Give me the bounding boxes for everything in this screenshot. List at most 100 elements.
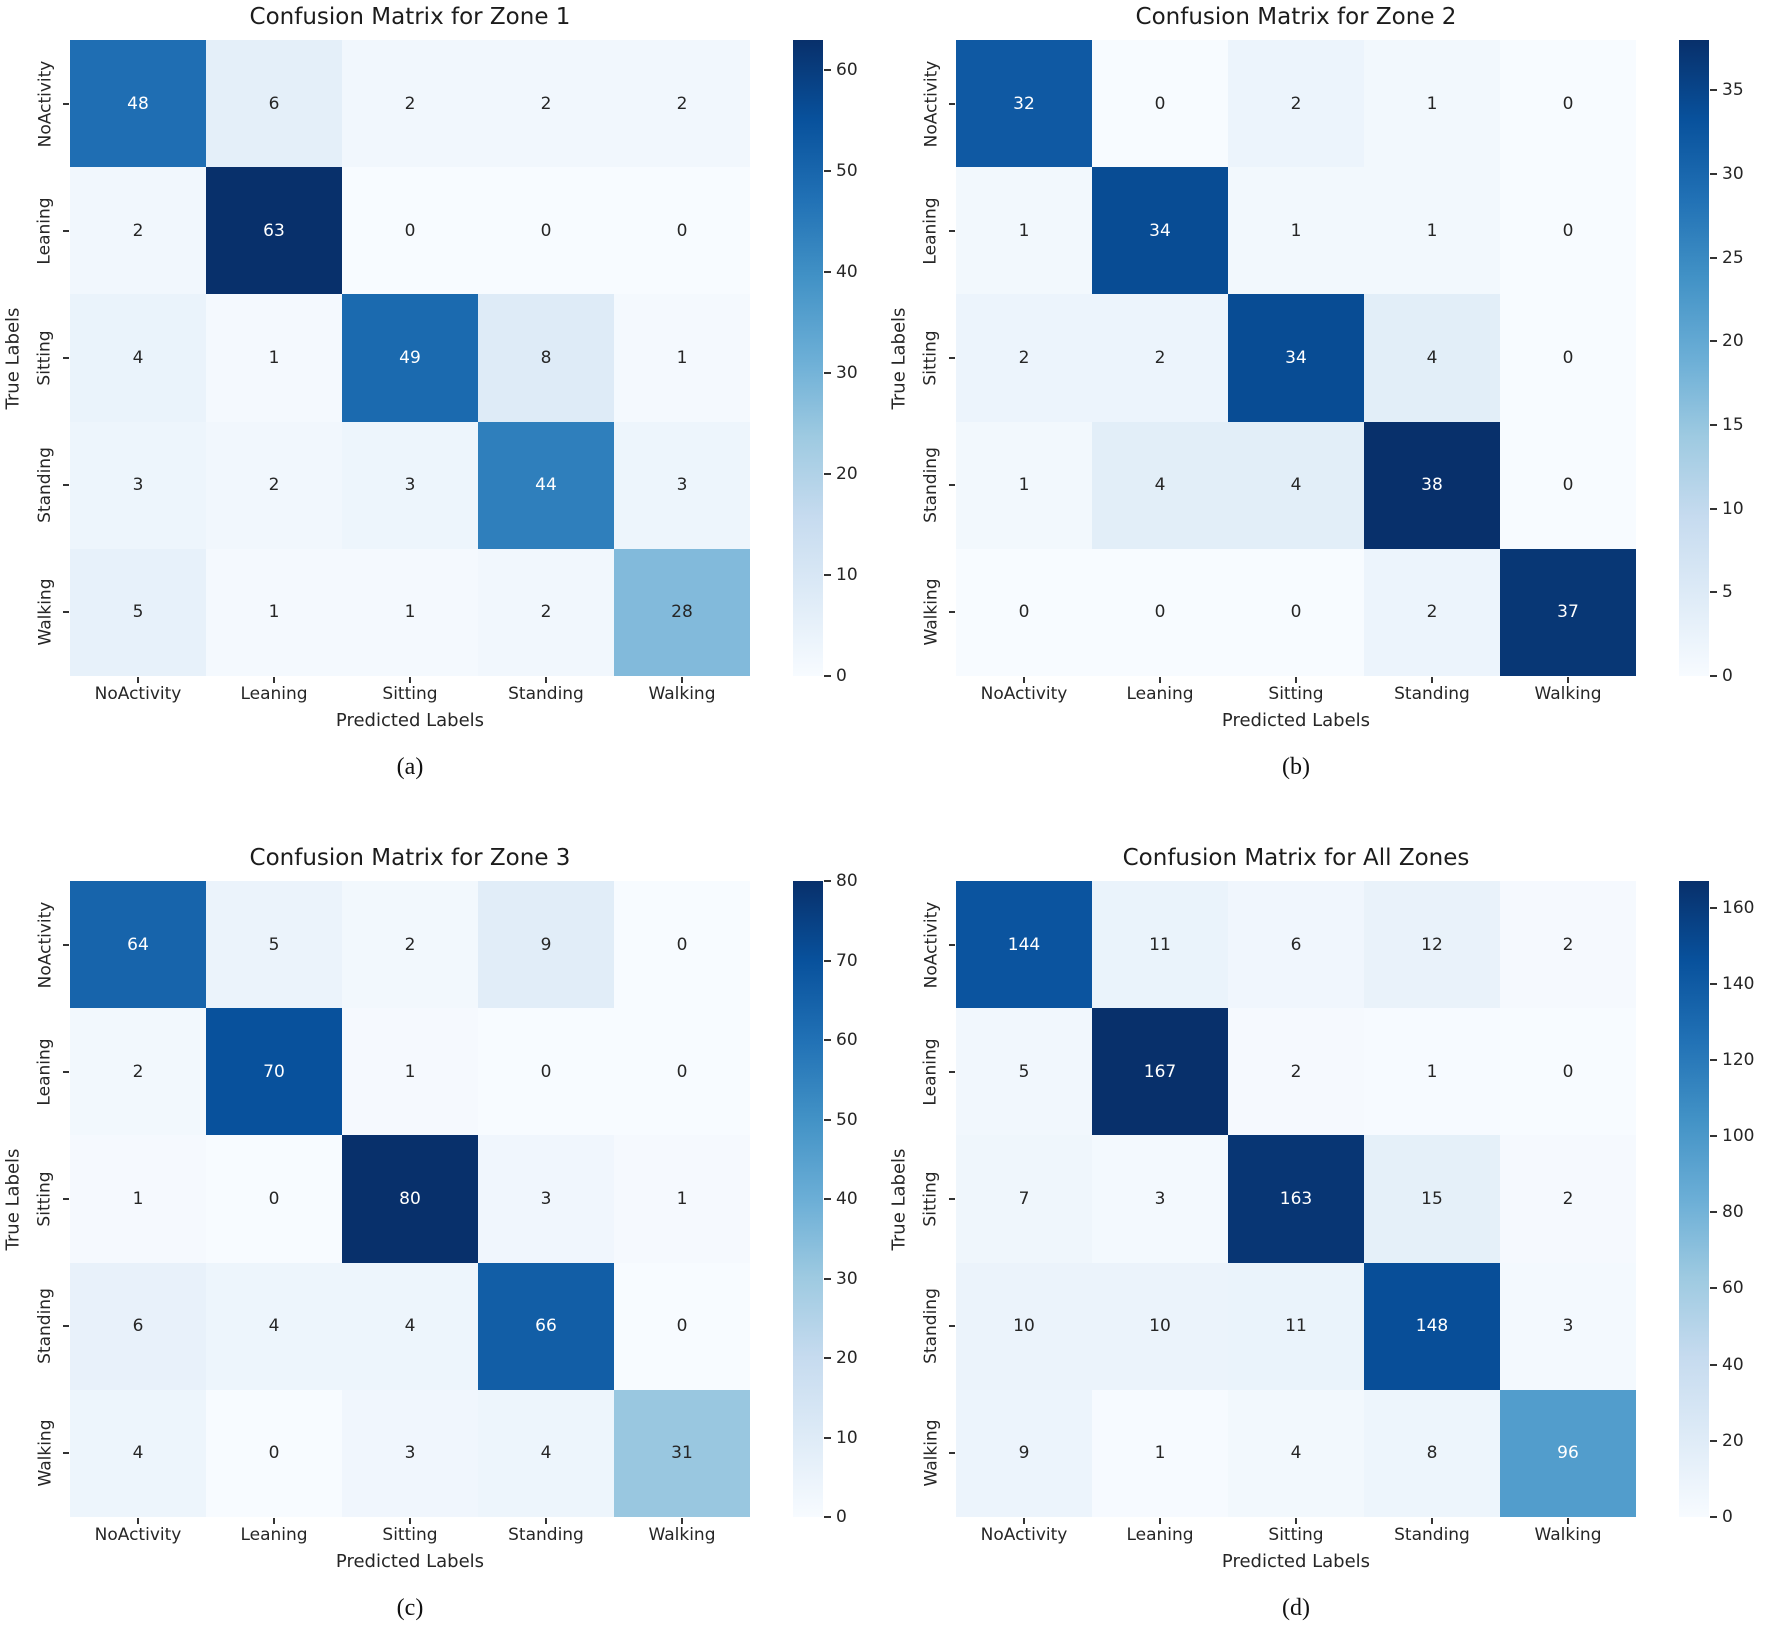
cell-value: 5 (1018, 1061, 1030, 1082)
chart-title: Confusion Matrix for Zone 1 (249, 4, 571, 30)
heatmap-cell: 148 (1364, 1262, 1500, 1390)
cell-value: 4 (540, 1443, 552, 1464)
colorbar-tick-mark (1710, 507, 1717, 510)
x-tick-mark (1295, 1518, 1297, 1524)
colorbar-tick-label: 40 (836, 1189, 858, 1209)
heatmap-cell: 10 (1092, 1262, 1228, 1390)
heatmap-cell: 70 (206, 1008, 342, 1136)
colorbar-tick-mark (1710, 591, 1717, 594)
y-tick-label: Walking (28, 549, 62, 676)
heatmap-cell: 38 (1364, 421, 1500, 549)
colorbar (1679, 40, 1709, 676)
y-tick-mark (63, 1325, 69, 1328)
cell-value: 4 (1290, 475, 1302, 496)
colorbar-tick-label: 35 (1722, 80, 1744, 101)
y-tick-mark (63, 1452, 69, 1455)
x-tick-mark (137, 677, 139, 683)
cell-value: 34 (1149, 220, 1171, 241)
heatmap-cell: 12 (1364, 881, 1500, 1009)
cell-value: 1 (268, 602, 280, 623)
heatmap-grid: 64 5 2 9 0 2 70 1 0 0 1 0 80 3 1 6 4 4 66 0 4 0 3 4 31 (70, 881, 750, 1517)
colorbar-tick-label: 60 (836, 1030, 858, 1050)
heatmap-cell: 163 (1228, 1135, 1364, 1263)
x-tick-mark (1431, 677, 1433, 683)
x-tick-mark (1159, 1518, 1161, 1524)
x-axis-label: Predicted Labels (1221, 710, 1371, 731)
colorbar-tick-mark (1710, 423, 1717, 426)
colorbar-tick-mark (1710, 340, 1717, 343)
y-tick-mark (949, 229, 955, 232)
cell-value: 1 (132, 1188, 144, 1209)
cell-value: 5 (268, 934, 280, 955)
colorbar-tick-mark (1710, 1211, 1717, 1214)
heatmap-cell: 1 (956, 421, 1092, 549)
heatmap-cell: 3 (478, 1135, 614, 1263)
heatmap-cell: 2 (70, 167, 206, 295)
colorbar-tick-label: 80 (1722, 1202, 1744, 1223)
y-tick-label-text: Leaning (35, 1038, 55, 1106)
cell-value: 0 (268, 1443, 280, 1464)
x-tick-label: Sitting (1268, 684, 1324, 704)
x-axis-label: Predicted Labels (1221, 1551, 1371, 1572)
cell-value: 2 (132, 1061, 144, 1082)
y-tick-mark (949, 943, 955, 946)
cell-value: 2 (1426, 602, 1438, 623)
colorbar-tick-label: 20 (836, 1348, 858, 1368)
heatmap-cell: 8 (478, 294, 614, 422)
colorbar-tick-label: 0 (1722, 1507, 1733, 1527)
colorbar-tick-label: 120 (1722, 1049, 1755, 1070)
colorbar-tick-label: 30 (836, 1268, 858, 1289)
cell-value: 1 (1290, 220, 1302, 241)
heatmap-cell: 1 (1092, 1389, 1228, 1517)
x-tick-label: Leaning (1126, 1525, 1194, 1545)
panel-all-zones: Confusion Matrix for All Zones 144 11 6 12 2 5… (886, 819, 1772, 1638)
heatmap-cell: 3 (614, 421, 750, 549)
heatmap-grid: 144 11 6 12 2 5 167 2 1 0 7 3 163 15 2 10 10 11 148 3 9 1 4 8 96 (956, 881, 1636, 1517)
cell-value: 2 (1018, 347, 1030, 368)
colorbar-tick-label: 100 (1722, 1126, 1755, 1147)
colorbar-tick-mark (1710, 982, 1717, 985)
cell-value: 32 (1013, 93, 1035, 114)
cell-value: 9 (1018, 1443, 1030, 1464)
colorbar-tick-label: 20 (836, 464, 858, 485)
cell-value: 6 (268, 93, 280, 114)
cell-value: 44 (535, 475, 557, 496)
heatmap-cell: 0 (614, 1262, 750, 1390)
heatmap-cell: 0 (206, 1389, 342, 1517)
colorbar-tick-mark (824, 675, 831, 677)
cell-value: 2 (540, 93, 552, 114)
cell-value: 63 (263, 220, 285, 241)
x-tick-label: Sitting (1268, 1525, 1324, 1545)
heatmap-cell: 6 (70, 1262, 206, 1390)
heatmap-cell: 2 (206, 421, 342, 549)
y-tick-label-text: Standing (921, 1288, 942, 1365)
heatmap-grid: 32 0 2 1 0 1 34 1 1 0 2 2 34 4 0 1 4 4 38 0 0 0 0 2 37 (956, 40, 1636, 676)
cell-value: 1 (676, 347, 688, 368)
heatmap-cell: 4 (478, 1389, 614, 1517)
colorbar-tick-label: 140 (1722, 973, 1755, 994)
cell-value: 7 (1018, 1188, 1030, 1209)
colorbar-tick-label: 70 (836, 950, 858, 971)
heatmap-cell: 2 (1500, 881, 1636, 1009)
heatmap-cell: 34 (1228, 294, 1364, 422)
cell-value: 0 (1562, 347, 1574, 368)
cell-value: 8 (1426, 1443, 1438, 1464)
cell-value: 0 (676, 220, 688, 241)
colorbar-tick-label: 0 (836, 666, 847, 686)
heatmap-cell: 15 (1364, 1135, 1500, 1263)
cell-value: 0 (268, 1188, 280, 1209)
y-axis-label-text: True Labels (2, 307, 24, 409)
x-tick-mark (409, 1518, 411, 1524)
colorbar-tick-label: 10 (836, 565, 858, 586)
x-tick-mark (409, 677, 411, 683)
cell-value: 1 (1426, 1061, 1438, 1082)
heatmap-cell: 10 (956, 1262, 1092, 1390)
cell-value: 1 (404, 602, 416, 623)
heatmap-cell: 4 (1364, 294, 1500, 422)
colorbar-tick-label: 40 (1722, 1354, 1744, 1375)
heatmap-cell: 2 (1092, 294, 1228, 422)
y-axis-label-text: True Labels (888, 307, 910, 409)
heatmap-cell: 8 (1364, 1389, 1500, 1517)
y-tick-label: Sitting (914, 1135, 948, 1262)
heatmap-cell: 1 (614, 1135, 750, 1263)
